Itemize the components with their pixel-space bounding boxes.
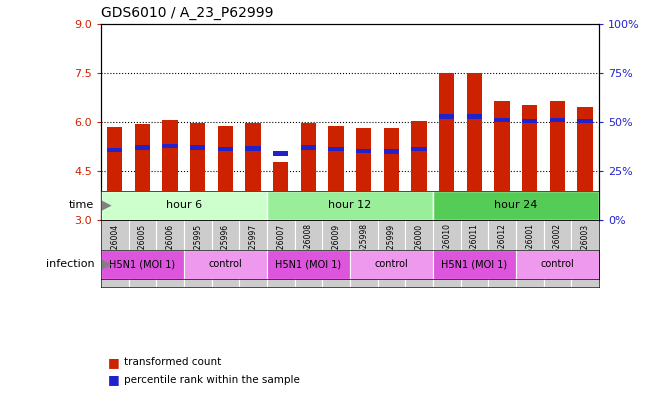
Bar [273, 151, 288, 156]
Text: GSM1626001: GSM1626001 [525, 223, 534, 274]
Bar [350, 220, 378, 287]
Bar [267, 220, 295, 287]
Bar [129, 220, 156, 287]
Text: GSM1625998: GSM1625998 [359, 223, 368, 274]
Text: transformed count: transformed count [124, 357, 221, 367]
Text: ▶: ▶ [98, 199, 111, 212]
Text: GSM1626010: GSM1626010 [442, 223, 451, 274]
Bar [329, 147, 344, 151]
Bar [384, 129, 399, 220]
Text: GSM1626009: GSM1626009 [331, 223, 340, 275]
Text: control: control [540, 259, 574, 269]
Text: hour 24: hour 24 [494, 200, 538, 210]
Text: GSM1626003: GSM1626003 [581, 223, 590, 275]
Bar [245, 123, 260, 220]
Bar [495, 101, 510, 220]
Bar [516, 250, 599, 279]
Text: GSM1626011: GSM1626011 [470, 223, 479, 274]
Bar [495, 118, 510, 123]
Bar [267, 250, 350, 279]
Bar [411, 121, 426, 220]
Bar [433, 220, 461, 287]
Bar [384, 149, 399, 154]
Text: GSM1626005: GSM1626005 [138, 223, 147, 275]
Bar [516, 220, 544, 287]
Bar [218, 147, 233, 151]
Text: H5N1 (MOI 1): H5N1 (MOI 1) [441, 259, 508, 269]
Text: percentile rank within the sample: percentile rank within the sample [124, 375, 299, 385]
Text: H5N1 (MOI 1): H5N1 (MOI 1) [275, 259, 342, 269]
Bar [245, 147, 260, 151]
Bar [273, 162, 288, 220]
Bar [218, 126, 233, 220]
Text: GSM1625999: GSM1625999 [387, 223, 396, 275]
Text: time: time [69, 200, 94, 210]
Bar [101, 191, 267, 220]
Bar [267, 191, 433, 220]
Bar [101, 220, 128, 287]
Text: control: control [208, 259, 242, 269]
Bar [135, 145, 150, 150]
Bar [544, 220, 572, 287]
Bar [156, 220, 184, 287]
Text: GSM1625997: GSM1625997 [249, 223, 258, 275]
Bar [550, 118, 565, 123]
Bar [572, 220, 599, 287]
Bar [135, 125, 150, 220]
Bar [467, 114, 482, 119]
Bar [433, 191, 599, 220]
Bar [329, 126, 344, 220]
Bar [101, 250, 184, 279]
Text: GSM1626000: GSM1626000 [415, 223, 424, 275]
Bar [467, 73, 482, 220]
Bar [488, 220, 516, 287]
Text: hour 12: hour 12 [328, 200, 372, 210]
Bar [439, 114, 454, 119]
Bar [184, 220, 212, 287]
Text: GSM1626007: GSM1626007 [276, 223, 285, 275]
Bar [433, 250, 516, 279]
Text: H5N1 (MOI 1): H5N1 (MOI 1) [109, 259, 176, 269]
Bar [461, 220, 488, 287]
Text: GSM1625995: GSM1625995 [193, 223, 202, 275]
Bar [356, 149, 371, 153]
Bar [301, 145, 316, 150]
Bar [163, 119, 178, 220]
Bar [240, 220, 267, 287]
Text: hour 6: hour 6 [166, 200, 202, 210]
Text: GSM1626006: GSM1626006 [165, 223, 174, 275]
Bar [295, 220, 322, 287]
Bar [405, 220, 433, 287]
Bar [212, 220, 240, 287]
Text: GSM1626002: GSM1626002 [553, 223, 562, 274]
Text: GSM1625996: GSM1625996 [221, 223, 230, 275]
Bar [350, 250, 433, 279]
Text: GSM1626008: GSM1626008 [304, 223, 313, 274]
Bar [301, 123, 316, 220]
Text: GSM1626012: GSM1626012 [497, 223, 506, 274]
Bar [411, 147, 426, 151]
Bar [577, 119, 592, 123]
Bar [107, 148, 122, 152]
Text: infection: infection [46, 259, 94, 269]
Bar [577, 107, 592, 220]
Text: GDS6010 / A_23_P62999: GDS6010 / A_23_P62999 [101, 6, 273, 20]
Bar [107, 127, 122, 220]
Bar [184, 250, 267, 279]
Text: ■: ■ [107, 373, 119, 386]
Bar [522, 105, 537, 220]
Bar [378, 220, 405, 287]
Bar [439, 73, 454, 220]
Bar [190, 123, 205, 220]
Text: ▶: ▶ [98, 258, 111, 271]
Text: ■: ■ [107, 356, 119, 369]
Bar [522, 119, 537, 123]
Bar [550, 101, 565, 220]
Text: GSM1626004: GSM1626004 [110, 223, 119, 275]
Bar [163, 144, 178, 148]
Bar [322, 220, 350, 287]
Text: control: control [374, 259, 408, 269]
Bar [190, 145, 205, 150]
Bar [356, 128, 371, 220]
